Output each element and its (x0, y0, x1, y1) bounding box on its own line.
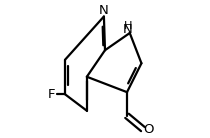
Text: F: F (48, 88, 56, 101)
Text: N: N (99, 4, 109, 17)
Text: O: O (143, 123, 154, 136)
Text: H: H (123, 21, 132, 31)
Text: N: N (123, 23, 133, 36)
